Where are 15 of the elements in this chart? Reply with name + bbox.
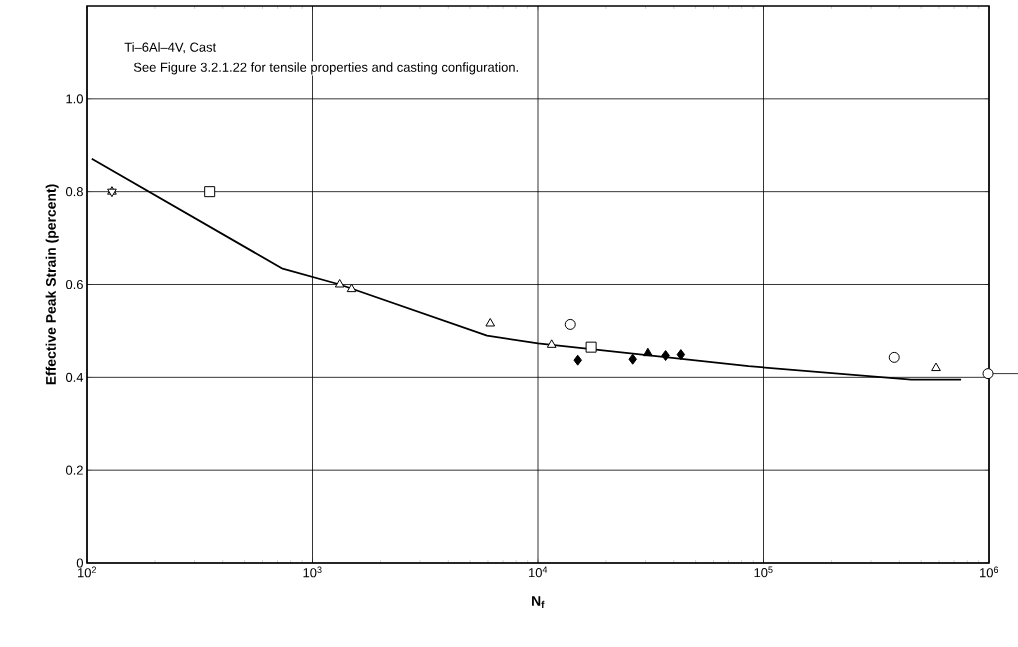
y-tick-label: 0.6 bbox=[65, 279, 83, 290]
x-tick-label: 10$^{6}$ bbox=[980, 566, 999, 578]
y-tick-label: 0.2 bbox=[65, 465, 83, 475]
y-tick-label: 1.0 bbox=[66, 94, 83, 104]
y-tick-label: 0.4 bbox=[65, 372, 84, 382]
annotation: See Figure 3.2.1.22 for tensile properties and casting configuration. bbox=[133, 62, 518, 75]
y-axis-title: Effective Peak Strain (percent) bbox=[45, 184, 59, 385]
x-axis-title: N$_{f}$ bbox=[532, 596, 545, 608]
x-tick-label: 10$^{5}$ bbox=[754, 566, 773, 578]
x-tick-label: 10$^{4}$ bbox=[529, 566, 548, 578]
x-tick-label: 10$^{2}$ bbox=[78, 566, 97, 578]
y-tick-label: 0.8 bbox=[65, 187, 83, 197]
x-tick-label: 10$^{3}$ bbox=[303, 566, 322, 578]
y-tick-label: 0 bbox=[76, 558, 83, 568]
annotation: Ti–6Al–4V, Cast bbox=[124, 42, 217, 54]
